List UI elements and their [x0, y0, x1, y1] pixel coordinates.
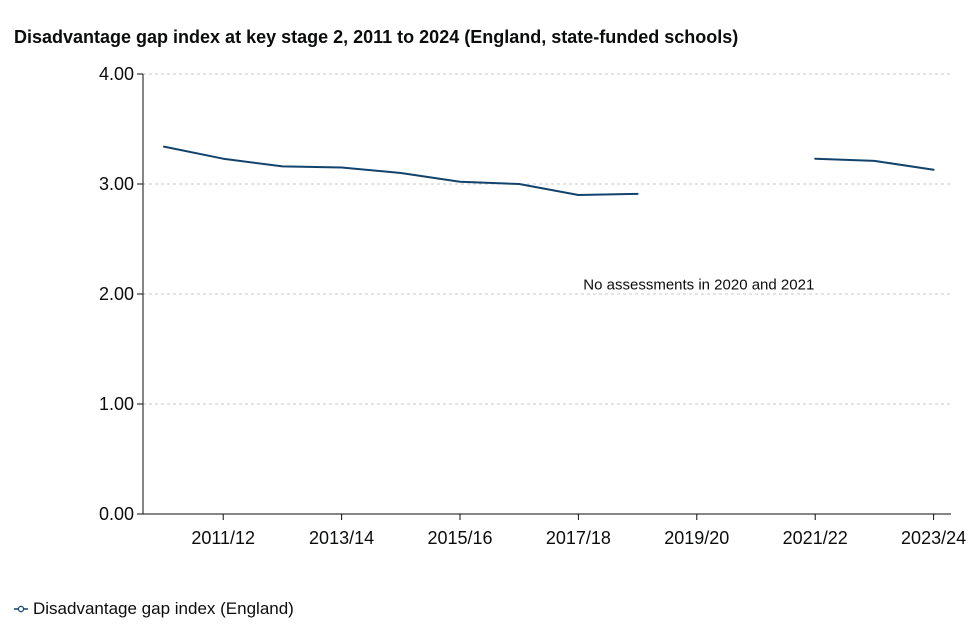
series [163, 145, 935, 196]
x-tick-label: 2011/12 [191, 528, 255, 548]
legend: Disadvantage gap index (England) [14, 598, 294, 620]
series-line [814, 157, 935, 171]
chart-title: Disadvantage gap index at key stage 2, 2… [14, 27, 739, 47]
series-line [163, 145, 639, 196]
y-tick-label: 1.00 [99, 394, 134, 414]
y-tick-label: 3.00 [99, 174, 134, 194]
annotation-text: No assessments in 2020 and 2021 [583, 277, 814, 294]
x-tick-label: 2017/18 [546, 528, 611, 548]
axes [137, 73, 951, 520]
x-tick-label: 2015/16 [427, 528, 492, 548]
y-tick-label: 2.00 [99, 284, 134, 304]
y-tick-label: 4.00 [99, 64, 134, 84]
legend-label: Disadvantage gap index (England) [33, 599, 294, 618]
labels: 0.00 1.00 2.00 3.00 4.00 2011/12 2013/14 2015/1… [99, 64, 966, 548]
x-tick-label: 2019/20 [664, 528, 729, 548]
gridlines [143, 73, 951, 405]
legend-marker-icon [14, 605, 28, 613]
x-tick-label: 2021/22 [783, 528, 848, 548]
x-tick-label: 2013/14 [309, 528, 374, 548]
x-tick-label: 2023/24 [901, 528, 966, 548]
y-tick-label: 0.00 [99, 504, 134, 524]
